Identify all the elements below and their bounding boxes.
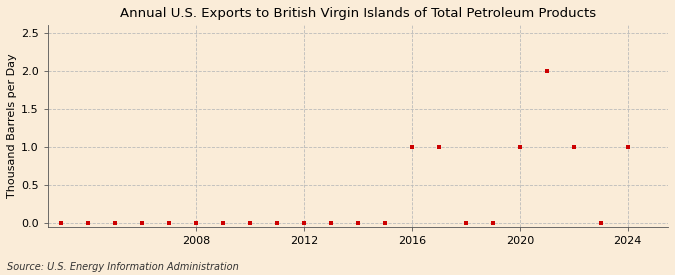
Title: Annual U.S. Exports to British Virgin Islands of Total Petroleum Products: Annual U.S. Exports to British Virgin Is… (120, 7, 596, 20)
Point (110, 221, 121, 226)
Point (137, 221, 148, 226)
Point (271, 221, 282, 226)
Point (379, 221, 390, 226)
Point (433, 145, 444, 149)
Point (83, 221, 94, 226)
Point (622, 145, 633, 149)
Point (487, 221, 498, 226)
Point (352, 221, 363, 226)
Point (460, 221, 471, 226)
Point (541, 69, 552, 73)
Point (568, 145, 579, 149)
Point (514, 145, 525, 149)
Point (245, 221, 256, 226)
Point (218, 221, 229, 226)
Point (164, 221, 175, 226)
Point (191, 221, 202, 226)
Point (325, 221, 336, 226)
Point (298, 221, 309, 226)
Point (56, 221, 67, 226)
Point (406, 145, 417, 149)
Y-axis label: Thousand Barrels per Day: Thousand Barrels per Day (7, 54, 17, 199)
Text: Source: U.S. Energy Information Administration: Source: U.S. Energy Information Administ… (7, 262, 238, 272)
Point (595, 221, 606, 226)
